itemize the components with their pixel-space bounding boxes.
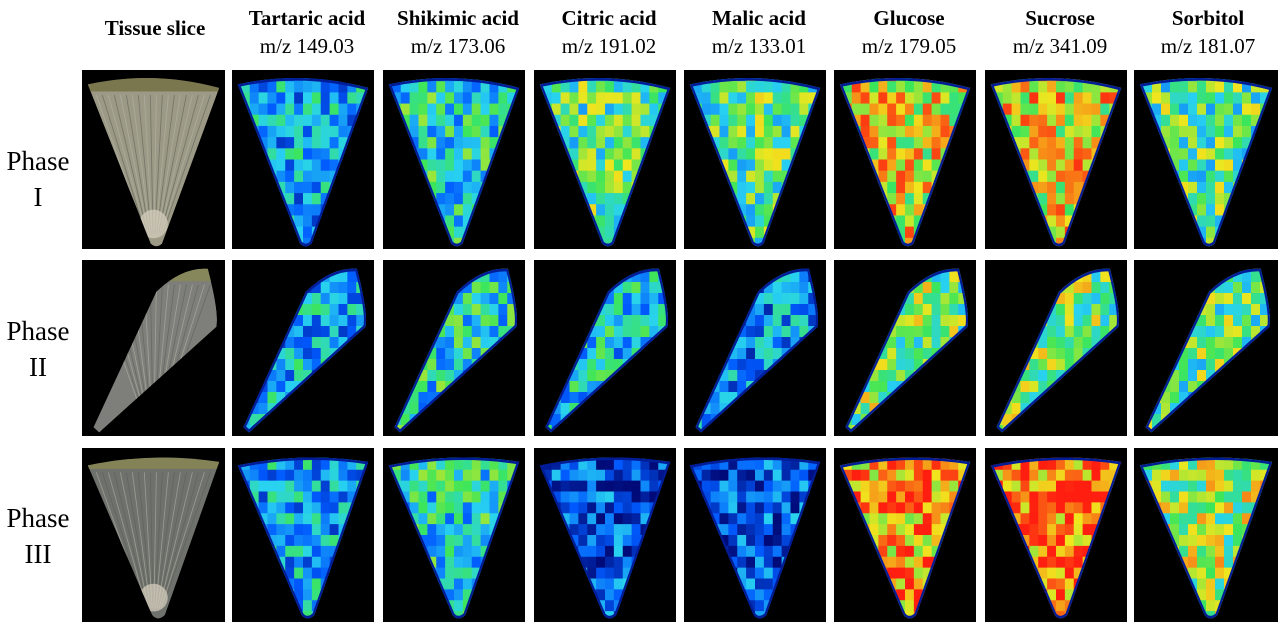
- ms-image-sorbitol-phase-2: [1134, 260, 1278, 436]
- ms-image-shikimic-acid-phase-2: [383, 260, 525, 436]
- ms-image-shikimic-acid-phase-3: [383, 448, 525, 622]
- column-mz: m/z 173.06: [410, 34, 506, 58]
- row-label-phase-1: Phase I: [0, 143, 76, 215]
- ms-image-shikimic-acid-phase-1: [383, 70, 525, 249]
- column-name: Sucrose: [1025, 6, 1095, 30]
- column-name: Citric acid: [561, 6, 657, 30]
- row-label-bottom: II: [29, 352, 47, 382]
- ms-image-citric-acid-phase-2: [534, 260, 676, 436]
- column-header-citric-acid: Citric acid m/z 191.02: [534, 4, 684, 60]
- row-label-bottom: I: [33, 182, 43, 212]
- column-mz: m/z 149.03: [259, 34, 355, 58]
- column-name: Tartaric acid: [248, 6, 366, 30]
- column-name: Sorbitol: [1171, 6, 1245, 30]
- ms-image-malic-acid-phase-1: [684, 70, 826, 249]
- column-mz: m/z 191.02: [561, 34, 657, 58]
- row-label-top: Phase: [6, 146, 70, 176]
- column-header-malic-acid: Malic acid m/z 133.01: [684, 4, 834, 60]
- column-header-sorbitol: Sorbitol m/z 181.07: [1134, 4, 1282, 60]
- row-label-bottom: III: [24, 539, 52, 569]
- ms-image-sorbitol-phase-3: [1134, 448, 1278, 622]
- ms-image-tartaric-acid-phase-3: [232, 448, 374, 622]
- ms-image-sucrose-phase-2: [985, 260, 1127, 436]
- ms-image-sorbitol-phase-1: [1134, 70, 1278, 249]
- column-mz: m/z 179.05: [861, 34, 957, 58]
- ms-image-glucose-phase-2: [834, 260, 976, 436]
- row-label-top: Phase: [6, 503, 70, 533]
- ms-image-tartaric-acid-phase-1: [232, 70, 374, 249]
- ms-image-citric-acid-phase-1: [534, 70, 676, 249]
- column-mz: m/z 181.07: [1160, 34, 1256, 58]
- tissue-slice-header: Tissue slice: [104, 16, 206, 40]
- column-mz: m/z 133.01: [711, 34, 807, 58]
- ms-image-malic-acid-phase-3: [684, 448, 826, 622]
- column-header-glucose: Glucose m/z 179.05: [834, 4, 984, 60]
- ms-image-glucose-phase-1: [834, 70, 976, 249]
- ms-image-sucrose-phase-1: [985, 70, 1127, 249]
- ms-image-citric-acid-phase-3: [534, 448, 676, 622]
- row-label-phase-2: Phase II: [0, 313, 76, 385]
- column-name: Shikimic acid: [397, 6, 519, 30]
- ms-image-glucose-phase-3: [834, 448, 976, 622]
- ms-image-tartaric-acid-phase-2: [232, 260, 374, 436]
- tissue-slice-image-tissue-slice-phase-3: [82, 448, 225, 622]
- column-header-sucrose: Sucrose m/z 341.09: [985, 4, 1135, 60]
- column-name: Malic acid: [712, 6, 806, 30]
- column-header-shikimic-acid: Shikimic acid m/z 173.06: [383, 4, 533, 60]
- ms-image-malic-acid-phase-2: [684, 260, 826, 436]
- column-header-tartaric-acid: Tartaric acid m/z 149.03: [232, 4, 382, 60]
- row-label-top: Phase: [6, 316, 70, 346]
- tissue-slice-image-tissue-slice-phase-2: [82, 260, 225, 436]
- column-name: Glucose: [873, 6, 945, 30]
- row-label-phase-3: Phase III: [0, 500, 76, 572]
- column-mz: m/z 341.09: [1012, 34, 1108, 58]
- ms-image-sucrose-phase-3: [985, 448, 1127, 622]
- tissue-slice-image-tissue-slice-phase-1: [82, 70, 225, 249]
